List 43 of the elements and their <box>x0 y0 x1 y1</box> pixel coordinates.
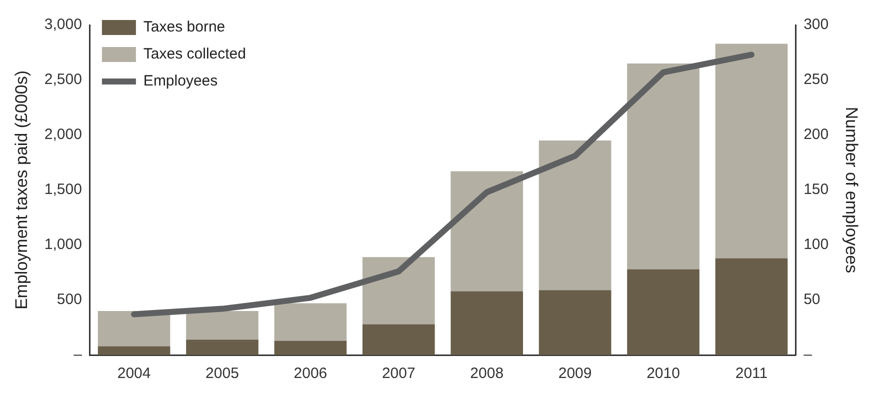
legend-label: Taxes borne <box>143 18 226 36</box>
y2-tick-label: 100 <box>804 236 829 254</box>
y2-tick-label: 250 <box>804 71 829 88</box>
y2-tick-label: 200 <box>804 126 829 144</box>
x-tick-label: 2009 <box>558 365 592 382</box>
legend-label: Taxes collected <box>143 46 246 63</box>
y-tick-label: – <box>74 346 83 364</box>
y-tick-label: 2,500 <box>44 71 82 88</box>
y-tick-label: 500 <box>56 291 82 308</box>
y-tick-label: 3,000 <box>44 16 82 34</box>
y2-tick-label: 150 <box>804 181 829 198</box>
y-tick-label: 1,500 <box>44 181 82 198</box>
legend-label: Employees <box>143 72 218 90</box>
x-tick-label: 2011 <box>735 365 768 382</box>
x-tick-label: 2005 <box>206 365 239 382</box>
bar <box>450 171 524 292</box>
bar <box>627 269 700 355</box>
x-tick-label: 2010 <box>646 365 680 382</box>
y2-tick-label: 50 <box>804 291 820 308</box>
x-tick-label: 2004 <box>117 365 151 382</box>
bar <box>274 303 347 341</box>
bar <box>98 346 170 355</box>
y-axis-title: Employment taxes paid (£000s) <box>12 70 31 310</box>
bar <box>538 290 612 355</box>
x-tick-label: 2007 <box>382 365 416 382</box>
y2-tick-label: – <box>804 346 813 364</box>
x-tick-label: 2006 <box>294 365 328 382</box>
bar <box>715 44 788 258</box>
bar <box>362 324 435 355</box>
bar <box>186 311 258 340</box>
bar <box>186 340 258 355</box>
bar <box>627 64 700 270</box>
y-tick-label: 1,000 <box>44 236 82 254</box>
y2-axis-title: Number of employees <box>842 106 862 274</box>
bar <box>450 291 524 355</box>
bar <box>98 311 170 346</box>
bar <box>362 257 435 324</box>
x-tick-label: 2008 <box>470 365 504 382</box>
y-tick-label: 2,000 <box>44 126 82 144</box>
y2-tick-label: 300 <box>804 16 829 34</box>
bar <box>274 340 347 355</box>
bar <box>715 258 788 355</box>
bar <box>538 140 612 290</box>
